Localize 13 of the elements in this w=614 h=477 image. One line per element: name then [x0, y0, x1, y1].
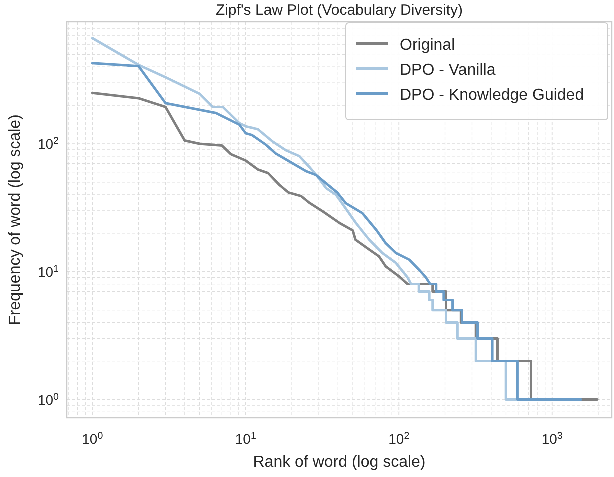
x-tick-label: 10$^{2}$	[388, 430, 410, 447]
x-tick-label: 10$^{0}$	[82, 430, 104, 447]
legend-label: DPO - Vanilla	[400, 62, 496, 79]
x-axis-title: Rank of word (log scale)	[253, 454, 426, 471]
y-tick-label: 10$^{2}$	[38, 136, 59, 152]
y-tick-label: 10$^{0}$	[38, 391, 60, 408]
x-tick-label: 10$^{1}$	[235, 430, 256, 447]
legend-label: DPO - Knowledge Guided	[400, 87, 584, 104]
legend-label: Original	[400, 37, 456, 54]
x-tick-label: 10$^{3}$	[542, 430, 564, 447]
y-axis-title: Frequency of word (log scale)	[7, 114, 24, 326]
chart-title: Zipf's Law Plot (Vocabulary Diversity)	[216, 2, 464, 19]
y-tick-label: 10$^{1}$	[38, 263, 59, 280]
